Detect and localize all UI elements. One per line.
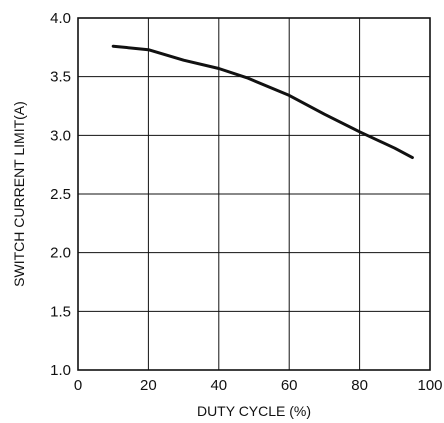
x-tick-label-3: 60 [281,377,298,394]
plot-area-frame [77,17,431,371]
y-axis-title: SWITCH CURRENT LIMIT(A) [11,101,27,287]
y-tick-label-4: 3.0 [50,127,71,144]
x-axis-tick-labels: 0 20 40 60 80 100 [74,377,443,394]
y-axis-tick-labels: 1.0 1.5 2.0 2.5 3.0 3.5 4.0 [50,10,71,379]
y-tick-label-6: 4.0 [50,10,71,27]
y-tick-label-1: 1.5 [50,303,71,320]
x-tick-label-5: 100 [417,377,442,394]
series-layer [111,44,414,160]
y-tick-label-0: 1.0 [50,362,71,379]
y-tick-label-2: 2.0 [50,245,71,262]
x-tick-label-2: 40 [210,377,227,394]
x-tick-label-1: 20 [140,377,157,394]
grid-lines [78,18,430,370]
series-line-0 [111,44,414,160]
x-tick-label-4: 80 [351,377,368,394]
x-tick-label-0: 0 [74,377,82,394]
y-tick-label-3: 2.5 [50,186,71,203]
y-tick-label-5: 3.5 [50,69,71,86]
x-axis-title: DUTY CYCLE (%) [197,403,311,419]
